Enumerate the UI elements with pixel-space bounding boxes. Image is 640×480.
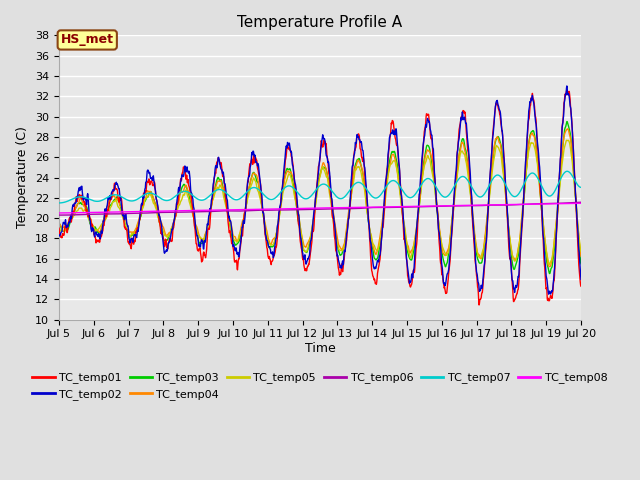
TC_temp01 — [476, 302, 483, 308]
TC_temp08 — [159, 208, 166, 214]
TC_temp08 — [230, 207, 237, 213]
TC_temp05 — [172, 215, 179, 221]
Title: Temperature Profile A: Temperature Profile A — [237, 15, 403, 30]
TC_temp03 — [577, 261, 585, 267]
TC_temp02 — [230, 242, 237, 248]
TC_temp04 — [172, 216, 179, 221]
TC_temp04 — [546, 264, 554, 269]
TC_temp01 — [469, 224, 477, 230]
TC_temp07 — [515, 191, 523, 196]
TC_temp03 — [469, 217, 477, 223]
TC_temp04 — [159, 223, 166, 228]
TC_temp06 — [172, 209, 179, 215]
TC_temp08 — [469, 203, 477, 208]
TC_temp06 — [55, 212, 63, 218]
TC_temp05 — [230, 235, 237, 241]
X-axis label: Time: Time — [305, 342, 335, 355]
TC_temp02 — [401, 234, 408, 240]
TC_temp05 — [55, 227, 63, 233]
Y-axis label: Temperature (C): Temperature (C) — [17, 127, 29, 228]
TC_temp08 — [401, 204, 408, 209]
TC_temp06 — [469, 203, 477, 209]
TC_temp03 — [55, 221, 63, 227]
TC_temp07 — [55, 200, 63, 206]
TC_temp06 — [401, 204, 409, 210]
TC_temp05 — [515, 242, 523, 248]
TC_temp05 — [159, 226, 166, 232]
Legend: TC_temp01, TC_temp02, TC_temp03, TC_temp04, TC_temp05, TC_temp06, TC_temp07, TC_: TC_temp01, TC_temp02, TC_temp03, TC_temp… — [28, 368, 612, 404]
TC_temp02 — [55, 232, 63, 238]
TC_temp01 — [230, 247, 237, 253]
TC_temp01 — [159, 231, 166, 237]
TC_temp03 — [230, 238, 237, 244]
TC_temp02 — [469, 216, 477, 222]
TC_temp06 — [159, 210, 166, 216]
TC_temp08 — [515, 202, 523, 207]
TC_temp06 — [58, 212, 66, 218]
TC_temp01 — [401, 238, 408, 244]
Line: TC_temp02: TC_temp02 — [59, 86, 581, 294]
TC_temp03 — [159, 231, 166, 237]
TC_temp07 — [230, 196, 237, 202]
Line: TC_temp04: TC_temp04 — [59, 129, 581, 266]
TC_temp03 — [545, 271, 553, 276]
TC_temp06 — [230, 208, 237, 214]
Line: TC_temp07: TC_temp07 — [59, 171, 581, 203]
TC_temp03 — [401, 229, 408, 235]
TC_temp02 — [545, 291, 552, 297]
TC_temp05 — [545, 262, 553, 267]
TC_temp04 — [577, 253, 585, 259]
TC_temp02 — [515, 271, 523, 276]
TC_temp04 — [230, 233, 237, 239]
Line: TC_temp05: TC_temp05 — [59, 140, 581, 264]
TC_temp07 — [563, 168, 571, 174]
TC_temp07 — [159, 196, 166, 202]
TC_temp03 — [563, 119, 571, 124]
TC_temp01 — [515, 271, 523, 277]
TC_temp01 — [172, 213, 179, 219]
TC_temp05 — [469, 218, 477, 224]
TC_temp04 — [401, 226, 408, 232]
TC_temp01 — [577, 283, 585, 289]
TC_temp02 — [159, 234, 166, 240]
TC_temp04 — [55, 221, 63, 227]
TC_temp05 — [401, 224, 408, 230]
TC_temp06 — [515, 202, 523, 207]
TC_temp02 — [172, 209, 179, 215]
Line: TC_temp03: TC_temp03 — [59, 121, 581, 274]
TC_temp08 — [55, 210, 63, 216]
TC_temp08 — [577, 201, 585, 206]
TC_temp03 — [515, 247, 523, 252]
Line: TC_temp06: TC_temp06 — [59, 202, 581, 215]
Line: TC_temp08: TC_temp08 — [59, 204, 581, 213]
TC_temp04 — [515, 242, 523, 248]
TC_temp07 — [401, 191, 408, 196]
TC_temp07 — [577, 184, 585, 190]
TC_temp05 — [563, 137, 571, 143]
TC_temp02 — [563, 83, 571, 89]
TC_temp01 — [563, 88, 571, 94]
Line: TC_temp01: TC_temp01 — [59, 91, 581, 305]
TC_temp01 — [55, 226, 63, 231]
TC_temp04 — [469, 212, 477, 218]
TC_temp08 — [172, 208, 179, 214]
TC_temp02 — [577, 276, 585, 282]
TC_temp04 — [564, 126, 572, 132]
Text: HS_met: HS_met — [61, 34, 114, 47]
TC_temp06 — [577, 199, 585, 205]
TC_temp07 — [172, 193, 179, 199]
TC_temp07 — [469, 186, 477, 192]
TC_temp03 — [172, 212, 179, 217]
TC_temp05 — [577, 249, 585, 254]
